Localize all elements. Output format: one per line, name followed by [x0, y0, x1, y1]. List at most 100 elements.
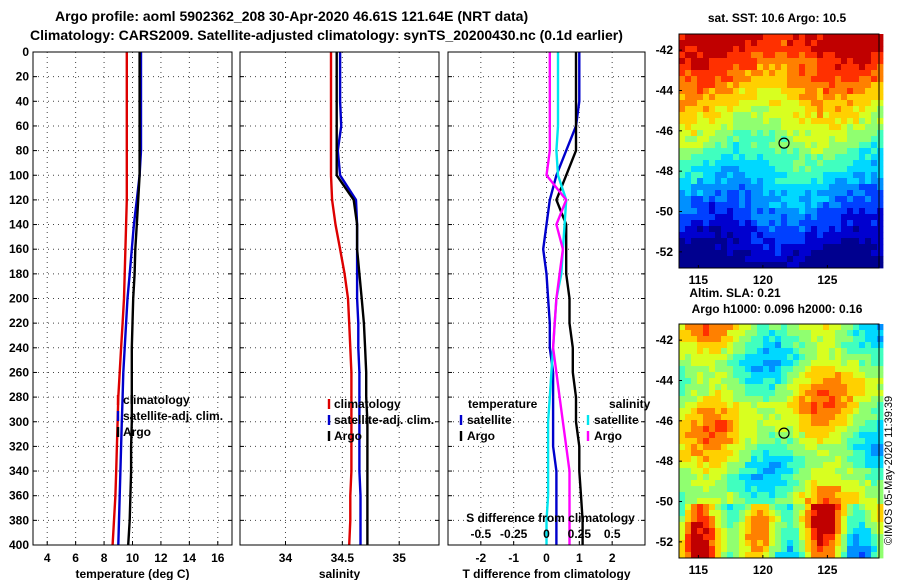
map-cell [715, 220, 722, 227]
map-cell [811, 34, 818, 41]
map-cell [865, 208, 872, 215]
map-cell [877, 46, 884, 53]
map-cell [691, 408, 698, 415]
map-cell [739, 456, 746, 463]
map-cell [841, 330, 848, 337]
map-cell [805, 40, 812, 47]
map-cell [799, 82, 806, 89]
map-cell [679, 426, 686, 433]
map-cell [715, 330, 722, 337]
map-cell [685, 498, 692, 505]
series-line-argo [127, 52, 141, 546]
map-cell [763, 372, 770, 379]
map-cell [793, 474, 800, 481]
map-cell [781, 40, 788, 47]
map-cell [727, 372, 734, 379]
map-cell [841, 100, 848, 107]
map-cell [775, 438, 782, 445]
map-cell [679, 540, 686, 547]
map-cell [841, 196, 848, 203]
map-cell [679, 40, 686, 47]
map-cell [715, 474, 722, 481]
map-cell [691, 130, 698, 137]
map-cell [721, 58, 728, 65]
map-cell [787, 366, 794, 373]
map-cell [709, 456, 716, 463]
map-cell [751, 420, 758, 427]
map-cell [841, 262, 848, 269]
map-cell [715, 354, 722, 361]
map-cell [853, 124, 860, 131]
map-cell [703, 100, 710, 107]
map-cell [685, 420, 692, 427]
map-cell [775, 232, 782, 239]
map-cell [703, 420, 710, 427]
map-cell [739, 546, 746, 553]
map-cell [679, 106, 686, 113]
map-cell [715, 426, 722, 433]
map-cell [871, 354, 878, 361]
series-line-satellite-adj-clim- [336, 52, 362, 545]
map-cell [847, 492, 854, 499]
map-cell [715, 378, 722, 385]
map-cell [853, 444, 860, 451]
map-cell [751, 256, 758, 263]
map-cell [871, 366, 878, 373]
map-cell [835, 166, 842, 173]
map-cell [685, 354, 692, 361]
map-cell [691, 184, 698, 191]
map-cell [793, 480, 800, 487]
map-cell [787, 232, 794, 239]
map-cell [739, 112, 746, 119]
map-cell [781, 378, 788, 385]
map-cell [781, 420, 788, 427]
map-cell [733, 528, 740, 535]
y-tick-label: 40 [16, 94, 30, 108]
map-cell [745, 256, 752, 263]
map-cell [691, 40, 698, 47]
map-cell [859, 226, 866, 233]
map-cell [751, 378, 758, 385]
map-cell [739, 226, 746, 233]
map-cell [835, 34, 842, 41]
map-cell [781, 106, 788, 113]
map-cell [817, 438, 824, 445]
map-cell [829, 250, 836, 257]
map-cell [757, 178, 764, 185]
map-cell [757, 366, 764, 373]
map-cell [847, 166, 854, 173]
map-cell [865, 528, 872, 535]
map-cell [685, 238, 692, 245]
map-cell [853, 64, 860, 71]
map-cell [793, 130, 800, 137]
map-cell [799, 124, 806, 131]
map-cell [841, 408, 848, 415]
map-cell [703, 178, 710, 185]
map-cell [847, 190, 854, 197]
map-cell [691, 238, 698, 245]
map-cell [679, 438, 686, 445]
map-cell [697, 468, 704, 475]
map-cell [811, 492, 818, 499]
map-cell [745, 244, 752, 251]
map-cell [679, 130, 686, 137]
map-cell [799, 184, 806, 191]
map-cell [709, 348, 716, 355]
map-cell [721, 94, 728, 101]
map-cell [715, 106, 722, 113]
map-cell [841, 414, 848, 421]
map-cell [877, 232, 884, 239]
map-cell [865, 468, 872, 475]
map-cell [811, 58, 818, 65]
map-cell [835, 244, 842, 251]
map-cell [799, 208, 806, 215]
map-cell [679, 468, 686, 475]
map-cell [865, 384, 872, 391]
map-cell [865, 486, 872, 493]
map-cell [697, 130, 704, 137]
map-cell [733, 34, 740, 41]
legend-title-temperature: temperature [468, 397, 538, 411]
map-cell [745, 64, 752, 71]
map-cell [817, 528, 824, 535]
